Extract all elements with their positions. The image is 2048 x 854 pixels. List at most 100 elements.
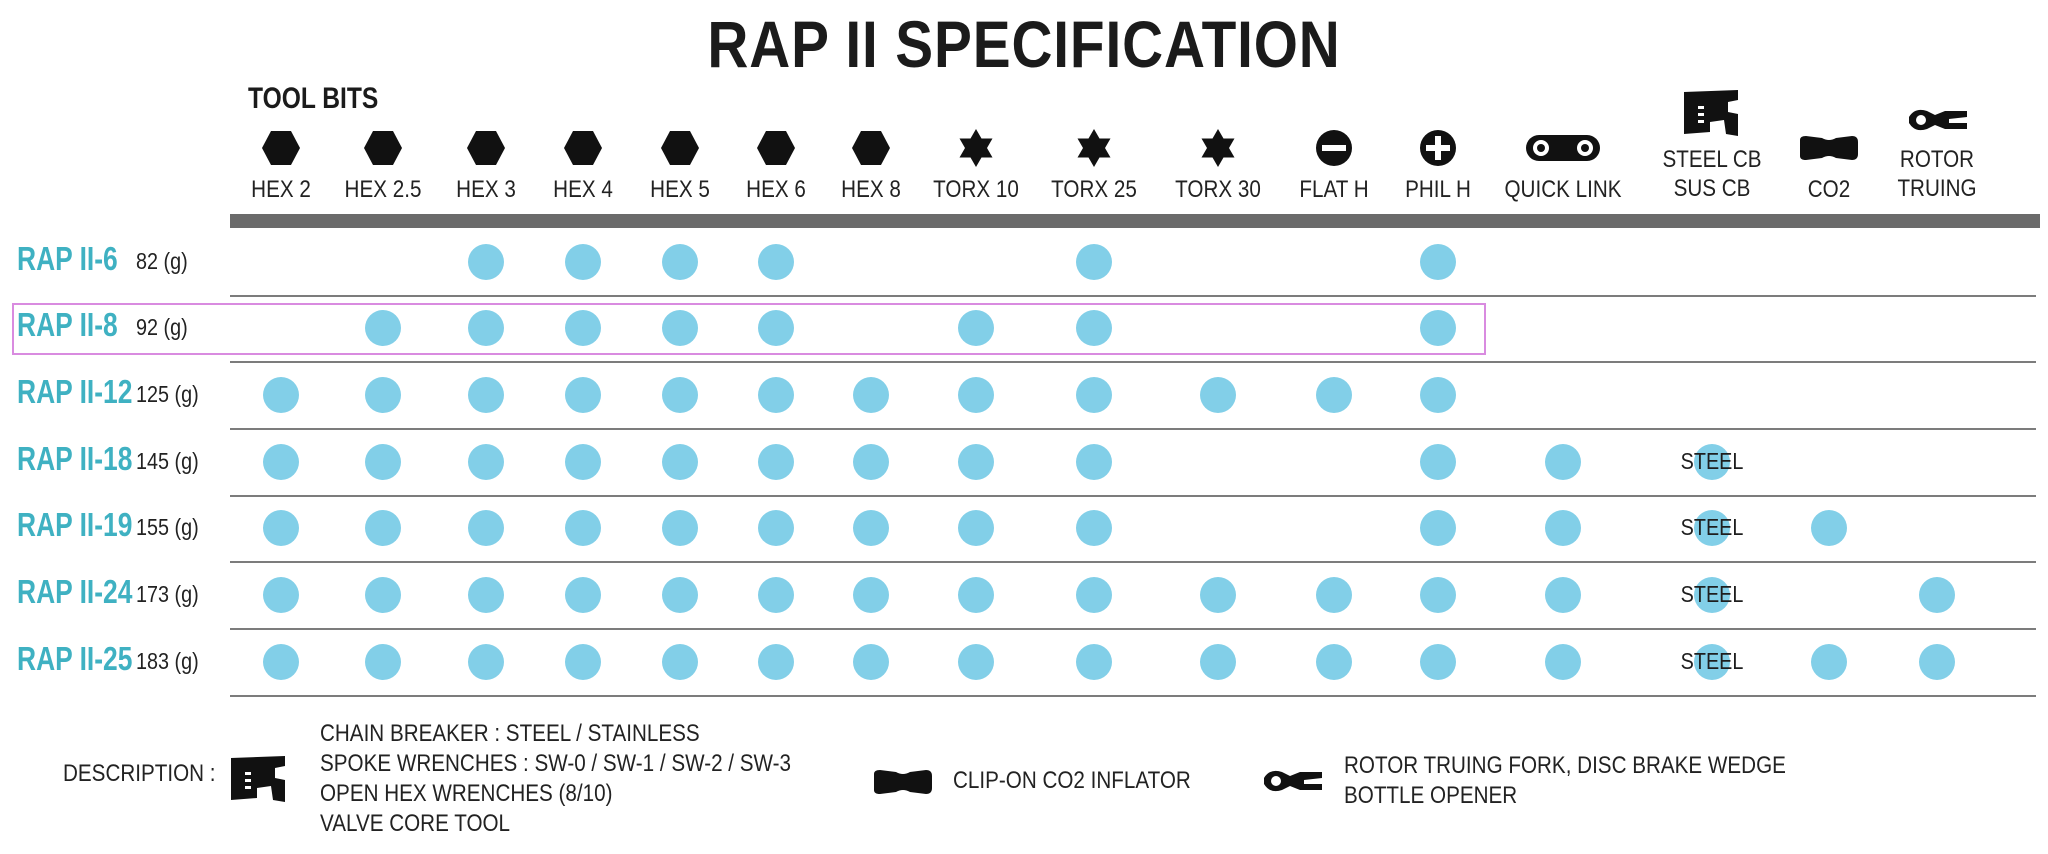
availability-dot: [1420, 644, 1456, 680]
co2-inflator-icon: [1800, 136, 1858, 160]
availability-dot: [365, 577, 401, 613]
availability-dot: [1076, 644, 1112, 680]
material-label: STEEL: [1680, 648, 1744, 674]
column-label: PHIL H: [1378, 175, 1498, 204]
torx-star-icon: [959, 129, 993, 167]
column-label-line: HEX 5: [650, 176, 710, 203]
availability-dot: [365, 644, 401, 680]
model-name: RAP II-25: [17, 640, 133, 677]
page-title: RAP II SPECIFICATION: [707, 7, 1341, 81]
column-label: CO2: [1769, 175, 1889, 204]
row-separator: [230, 561, 2036, 563]
column-label-line: TORX 10: [933, 176, 1019, 203]
availability-dot: [662, 644, 698, 680]
availability-dot: [1076, 510, 1112, 546]
availability-dot: [468, 377, 504, 413]
row-separator: [230, 361, 2036, 363]
torx-star-icon: [1077, 129, 1111, 167]
model-weight: 145 (g): [136, 448, 199, 474]
availability-dot: [1420, 510, 1456, 546]
desc-valve-core-line: VALVE CORE TOOL: [320, 810, 511, 837]
availability-dot: [758, 244, 794, 280]
availability-dot: [1076, 577, 1112, 613]
column-label: HEX 2: [221, 175, 341, 204]
model-weight: 125 (g): [136, 381, 199, 407]
hexagon-icon: [262, 131, 300, 165]
availability-dot: [1316, 377, 1352, 413]
column-label: HEX 3: [426, 175, 546, 204]
model-name: RAP II-19: [17, 506, 133, 543]
availability-dot: [1420, 244, 1456, 280]
availability-dot: [1420, 377, 1456, 413]
column-label: HEX 5: [620, 175, 740, 204]
column-label-line: HEX 3: [456, 176, 516, 203]
availability-dot: [365, 310, 401, 346]
availability-dot: [853, 377, 889, 413]
column-label-line: STEEL CB: [1662, 146, 1762, 173]
column-label-line: FLAT H: [1299, 176, 1369, 203]
availability-dot: [1316, 577, 1352, 613]
availability-dot: [1420, 310, 1456, 346]
availability-dot: [1919, 644, 1955, 680]
tool-bits-label: TOOL BITS: [248, 82, 379, 115]
availability-dot: [1076, 377, 1112, 413]
availability-dot: [1200, 377, 1236, 413]
quick-link-icon: [1526, 135, 1600, 161]
availability-dot: [1316, 644, 1352, 680]
availability-dot: [1420, 444, 1456, 480]
availability-dot: [565, 577, 601, 613]
availability-dot: [662, 377, 698, 413]
availability-dot: [758, 310, 794, 346]
column-label-line: HEX 8: [841, 176, 901, 203]
column-label: TORX 30: [1158, 175, 1278, 204]
model-name: RAP II-8: [17, 306, 118, 343]
co2-inflator-icon: [874, 770, 932, 794]
column-label-line: HEX 6: [746, 176, 806, 203]
availability-dot: [662, 444, 698, 480]
material-label: STEEL: [1680, 514, 1744, 540]
model-name: RAP II-18: [17, 440, 133, 477]
row-separator: [230, 695, 2036, 697]
availability-dot: [958, 644, 994, 680]
availability-dot: [1200, 577, 1236, 613]
availability-dot: [565, 377, 601, 413]
availability-dot: [565, 244, 601, 280]
availability-dot: [958, 377, 994, 413]
row-separator: [230, 495, 2036, 497]
availability-dot: [263, 510, 299, 546]
hexagon-icon: [564, 131, 602, 165]
row-separator: [230, 295, 2036, 297]
availability-dot: [758, 377, 794, 413]
availability-dot: [1545, 510, 1581, 546]
desc-co2-line: CLIP-ON CO2 INFLATOR: [953, 767, 1191, 794]
availability-dot: [662, 510, 698, 546]
availability-dot: [1076, 244, 1112, 280]
model-weight: 173 (g): [136, 581, 199, 607]
description-label: DESCRIPTION :: [63, 760, 216, 787]
material-label: STEEL: [1680, 581, 1744, 607]
column-label-line: HEX 2.5: [344, 176, 422, 203]
availability-dot: [263, 577, 299, 613]
column-label-line: SUS CB: [1673, 175, 1751, 202]
availability-dot: [1545, 577, 1581, 613]
column-label: HEX 2.5: [323, 175, 443, 204]
availability-dot: [1200, 644, 1236, 680]
hexagon-icon: [364, 131, 402, 165]
availability-dot: [1811, 644, 1847, 680]
material-label: STEEL: [1680, 448, 1744, 474]
model-name: RAP II-24: [17, 573, 133, 610]
availability-dot: [1076, 444, 1112, 480]
column-label: TORX 10: [916, 175, 1036, 204]
availability-dot: [662, 310, 698, 346]
desc-bottle-opener-line: BOTTLE OPENER: [1344, 782, 1518, 809]
availability-dot: [565, 310, 601, 346]
rotor-truing-icon: [1264, 770, 1322, 792]
availability-dot: [853, 510, 889, 546]
availability-dot: [365, 377, 401, 413]
availability-dot: [468, 444, 504, 480]
column-label: STEEL CB SUS CB: [1652, 145, 1772, 203]
rotor-truing-icon: [1909, 109, 1967, 131]
column-label: HEX 6: [716, 175, 836, 204]
availability-dot: [468, 644, 504, 680]
availability-dot: [468, 244, 504, 280]
